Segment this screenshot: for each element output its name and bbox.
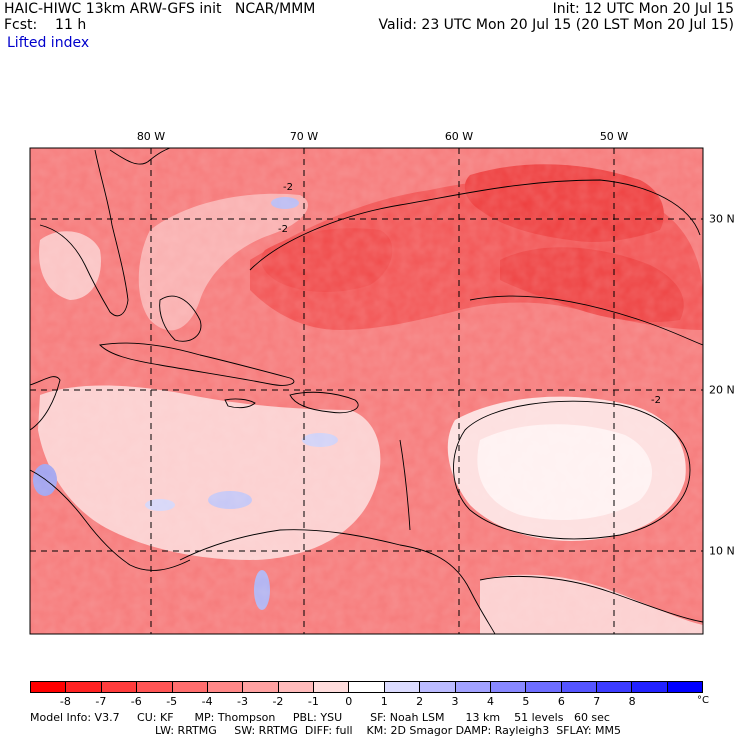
contour-south-east	[479, 575, 703, 623]
contour-label: -2	[278, 224, 288, 235]
longitude-label-60w: 60 W	[444, 130, 474, 143]
colorbar	[30, 681, 703, 693]
latitude-label-10n: 10 N	[709, 544, 735, 558]
colorbar-tick-label: 8	[628, 695, 636, 708]
colorbar-segment	[243, 682, 279, 692]
colorbar-segment	[137, 682, 173, 692]
contour-label: -2	[651, 395, 661, 406]
longitude-label-80w: 80 W	[136, 130, 166, 143]
colorbar-tick-label: 7	[593, 695, 601, 708]
coastline-jamaica	[224, 398, 256, 409]
colorbar-tick-label: 6	[557, 695, 565, 708]
coastline-cuba	[99, 342, 295, 386]
colorbar-segment	[207, 682, 244, 692]
colorbar-segment	[278, 682, 314, 692]
header-init-time: Init: 12 UTC Mon 20 Jul 15	[552, 1, 734, 17]
colorbar-tick-label: -1	[307, 695, 319, 708]
colorbar-segment	[420, 682, 456, 692]
colorbar-segment	[490, 682, 527, 692]
colorbar-tick-label: -3	[237, 695, 248, 708]
colorbar-segment	[314, 682, 350, 692]
colorbar-tick-label: 2	[416, 695, 424, 708]
coastline-florida	[39, 149, 129, 317]
header-field-name: Lifted index	[7, 35, 90, 51]
colorbar-tick-label: 0	[345, 695, 353, 708]
colorbar-tick-label: 5	[522, 695, 530, 708]
latitude-label-20n: 20 N	[709, 383, 735, 397]
graticule	[30, 148, 703, 634]
colorbar-segment	[66, 682, 102, 692]
colorbar-segment	[349, 682, 385, 692]
longitude-label-50w: 50 W	[599, 130, 629, 143]
contour-north-band	[249, 179, 701, 271]
header-title: HAIC-HIWC 13km ARW-GFS init NCAR/MMM	[4, 1, 316, 17]
footer-physics-info: LW: RRTMG SW: RRTMG DIFF: full KM: 2D Sm…	[155, 724, 621, 737]
header-valid-time: Valid: 23 UTC Mon 20 Jul 15 (20 LST Mon …	[378, 17, 734, 33]
field-texture	[30, 148, 703, 634]
contour-label: -2	[283, 182, 293, 193]
colorbar-tick-label: -8	[59, 695, 71, 708]
colorbar-tick-label: 1	[380, 695, 388, 708]
colorbar-tick-label: -6	[130, 695, 142, 708]
coastline-lesser-antilles	[399, 439, 411, 531]
colorbar-segment	[172, 682, 208, 692]
coastline-yucatan	[30, 376, 61, 431]
colorbar-segment	[455, 682, 491, 692]
colorbar-tick-label: 3	[451, 695, 459, 708]
colorbar-unit: °C	[697, 695, 709, 706]
colorbar-segment	[31, 682, 67, 692]
contour-atlantic-ring	[453, 400, 691, 540]
colorbar-segment	[561, 682, 597, 692]
latitude-label-30n: 30 N	[709, 212, 735, 226]
colorbar-tick-label: -2	[272, 695, 284, 708]
colorbar-tick-label: -5	[166, 695, 178, 708]
coastline-central-america	[30, 469, 191, 571]
colorbar-segment	[597, 682, 633, 692]
colorbar-tick-label: -7	[95, 695, 107, 708]
colorbar-segment	[632, 682, 668, 692]
map-border	[29, 147, 704, 635]
colorbar-tick-label: 4	[486, 695, 494, 708]
coastline-us-southeast	[109, 148, 171, 165]
colorbar-segment	[384, 682, 421, 692]
header-forecast-hour: Fcst: 11 h	[4, 17, 87, 33]
colorbar-segment	[526, 682, 562, 692]
longitude-label-70w: 70 W	[289, 130, 319, 143]
contour-east-band	[469, 295, 703, 346]
coastlines	[30, 148, 703, 634]
contour-bahamas	[159, 295, 202, 342]
coastline-hispaniola	[289, 391, 359, 414]
footer-model-info: Model Info: V3.7 CU: KF MP: Thompson PBL…	[30, 711, 610, 724]
colorbar-tick-label: -4	[201, 695, 213, 708]
map-field: -2 -2 -2	[30, 148, 703, 634]
coastline-south-america	[179, 529, 496, 634]
colorbar-segment	[101, 682, 138, 692]
contour-labels: -2 -2 -2	[278, 182, 661, 406]
colorbar-segment	[667, 682, 703, 692]
